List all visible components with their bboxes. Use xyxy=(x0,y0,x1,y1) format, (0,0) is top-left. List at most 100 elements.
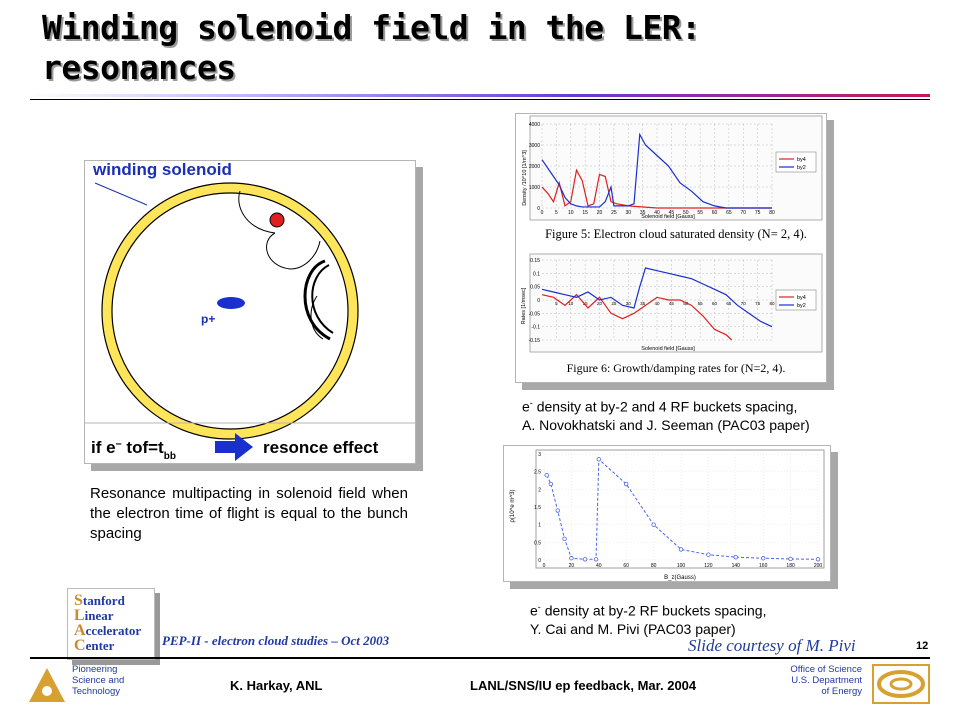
fig5-xtick-label: 35 xyxy=(640,210,646,216)
slac-line-4: Center xyxy=(74,637,148,654)
pioneering-icon xyxy=(27,666,67,704)
caption-e: e xyxy=(530,602,538,619)
slac-word-1: tanford xyxy=(82,593,125,608)
br-data-point xyxy=(651,522,656,527)
arrow-icon xyxy=(215,433,253,461)
br-xtick-label: 100 xyxy=(677,563,686,569)
triangle-atom-icon xyxy=(29,668,65,702)
fig6-xtick-label: 80 xyxy=(769,301,775,306)
formula-if-text: if e– tof=tbb xyxy=(91,438,176,462)
fig5-xtick-label: 25 xyxy=(611,210,617,216)
bottom-right-figure-panel: 3 2.5 2 1.5 1 0.5 0 0 20 40 60 80 100 120 140 160 180 20… xyxy=(503,445,831,582)
fig6-legend: by4 by2 xyxy=(775,289,817,311)
footer-divider xyxy=(30,657,930,659)
top-right-figure-panel: Density /10^10 [1/m^3] 4000 3000 2000 1000 0… xyxy=(515,113,827,383)
br-ytick-label: 0.5 xyxy=(534,540,541,546)
fig6-xtick-label: 20 xyxy=(597,301,603,306)
br-data-point xyxy=(706,552,711,557)
slac-cap-c: C xyxy=(74,637,86,654)
electron-marker xyxy=(269,212,285,228)
footer-author: K. Harkay, ANL xyxy=(230,678,323,693)
fig5-xtick-label: 55 xyxy=(697,210,703,216)
fig5-series-by4 xyxy=(541,168,772,209)
fig5-xtick-label: 40 xyxy=(654,210,660,216)
pioneering-line-2: Science and xyxy=(72,675,125,686)
proton-label: p+ xyxy=(201,312,215,326)
fig5-ytick-label: 3000 xyxy=(529,143,540,149)
fig6-ytick-label: -0.05 xyxy=(529,311,541,317)
pioneering-text: Pioneering Science and Technology xyxy=(72,664,124,697)
winding-solenoid-label: winding solenoid xyxy=(92,161,232,179)
fig6-xtick-label: 25 xyxy=(611,301,617,306)
doe-swirl-icon xyxy=(872,664,930,704)
resonance-effect-text: resonce effect xyxy=(263,438,379,457)
caption-text: density at by-2 RF buckets spacing, xyxy=(544,602,767,619)
pioneering-line-1: Pioneering xyxy=(72,664,118,675)
br-data-point xyxy=(596,457,601,462)
page-number: 12 xyxy=(916,640,929,652)
slide-courtesy: Slide courtesy of M. Pivi xyxy=(688,636,856,655)
triangle-core xyxy=(42,686,52,696)
orbit-curve-2 xyxy=(266,232,321,270)
fig5-xtick-label: 10 xyxy=(568,210,574,216)
br-data-point xyxy=(548,481,554,487)
triangle-shape xyxy=(29,668,65,702)
br-gridlines xyxy=(543,453,819,561)
br-ylabel: ρ(10^e m^3) xyxy=(510,489,516,522)
fig6-ytick-label: 0.15 xyxy=(530,258,540,264)
br-data-point xyxy=(555,508,560,513)
br-series-points xyxy=(544,457,821,562)
fig6-ytick-label: -0.1 xyxy=(531,325,540,331)
fig6-xtick-label: 30 xyxy=(626,301,632,306)
footer-meeting: LANL/SNS/IU ep feedback, Mar. 2004 xyxy=(470,678,697,693)
fig5-ytick-label: 4000 xyxy=(529,122,540,128)
top-right-caption-line-2: A. Novokhatski and J. Seeman (PAC03 pape… xyxy=(522,416,810,433)
orbit-curve-1 xyxy=(238,190,276,234)
br-ytick-label: 0 xyxy=(538,558,541,564)
br-series-line xyxy=(546,458,819,560)
slac-cap-s: S xyxy=(74,592,83,609)
fig5-caption: Figure 5: Electron cloud saturated densi… xyxy=(545,227,807,241)
br-data-point xyxy=(593,557,599,562)
bottom-right-caption-line-1: e- density at by-2 RF buckets spacing, xyxy=(530,598,910,620)
fig6-series-by2 xyxy=(541,267,773,328)
fig5-xtick-label: 50 xyxy=(683,210,689,216)
fig5-yticks: 4000 3000 2000 1000 0 xyxy=(529,122,540,212)
fig6-yticks: 0.15 0.1 0.05 0 -0.05 -0.1 -0.15 xyxy=(529,258,541,344)
fig5-xlabel: Solenoid field [Gauss] xyxy=(641,214,695,220)
bottom-right-chart: 3 2.5 2 1.5 1 0.5 0 0 20 40 60 80 100 120 140 160 180 20… xyxy=(510,449,825,581)
br-xticks: 0 20 40 60 80 100 120 140 160 180 200 xyxy=(543,563,823,569)
fig6-ytick-label: 0.1 xyxy=(533,271,540,277)
br-ytick-label: 2 xyxy=(538,487,541,493)
fig6-xtick-label: 60 xyxy=(712,301,718,306)
doe-swirl-outer xyxy=(877,670,925,698)
fig6-ytick-label: -0.15 xyxy=(529,338,541,344)
fig6-legend-box xyxy=(775,289,817,311)
fig5-xtick-label: 60 xyxy=(712,210,718,216)
title-line-2: resonances xyxy=(42,48,236,87)
slac-line-2: Linear xyxy=(74,608,148,624)
br-xtick-label: 40 xyxy=(596,563,602,569)
br-xtick-label: 80 xyxy=(651,563,657,569)
proton-beam xyxy=(217,297,245,309)
yellow-ring xyxy=(102,183,358,439)
fig6-xtick-label: 35 xyxy=(640,301,646,306)
fig5-xticks: 0 5 10 15 20 25 30 35 40 45 50 55 60 65 70 75 80 xyxy=(541,210,775,216)
doe-logo xyxy=(872,664,930,704)
bottom-right-caption-line-2: Y. Cai and M. Pivi (PAC03 paper) xyxy=(530,620,736,637)
orbit-bundle-2 xyxy=(311,264,334,334)
br-data-point xyxy=(788,556,793,562)
fig6-caption: Figure 6: Growth/damping rates for (N=2,… xyxy=(567,361,786,375)
fig5-xtick-label: 80 xyxy=(769,210,775,216)
figure-6-chart: Rates [1/msec] 0.15 0.1 0.05 0 -0.05 -0.1 -0.1… xyxy=(521,253,823,375)
fig6-xtick-label: 40 xyxy=(654,301,660,306)
fig5-ytick-label: 1000 xyxy=(529,185,540,191)
fig6-xticks: 5 10 15 20 25 30 35 40 45 50 55 60 65 70 75 80 xyxy=(555,301,775,306)
br-xtick-label: 200 xyxy=(814,563,823,569)
office-of-science-text: Office of Science U.S. Department of Ene… xyxy=(762,664,862,697)
br-data-point xyxy=(678,547,684,552)
top-right-figures: Density /10^10 [1/m^3] 40003000200010000… xyxy=(521,115,823,375)
fig6-xtick-label: 75 xyxy=(755,301,761,306)
br-xlabel: B_z(Gauss) xyxy=(664,575,696,581)
br-ytick-label: 1.5 xyxy=(534,505,541,511)
